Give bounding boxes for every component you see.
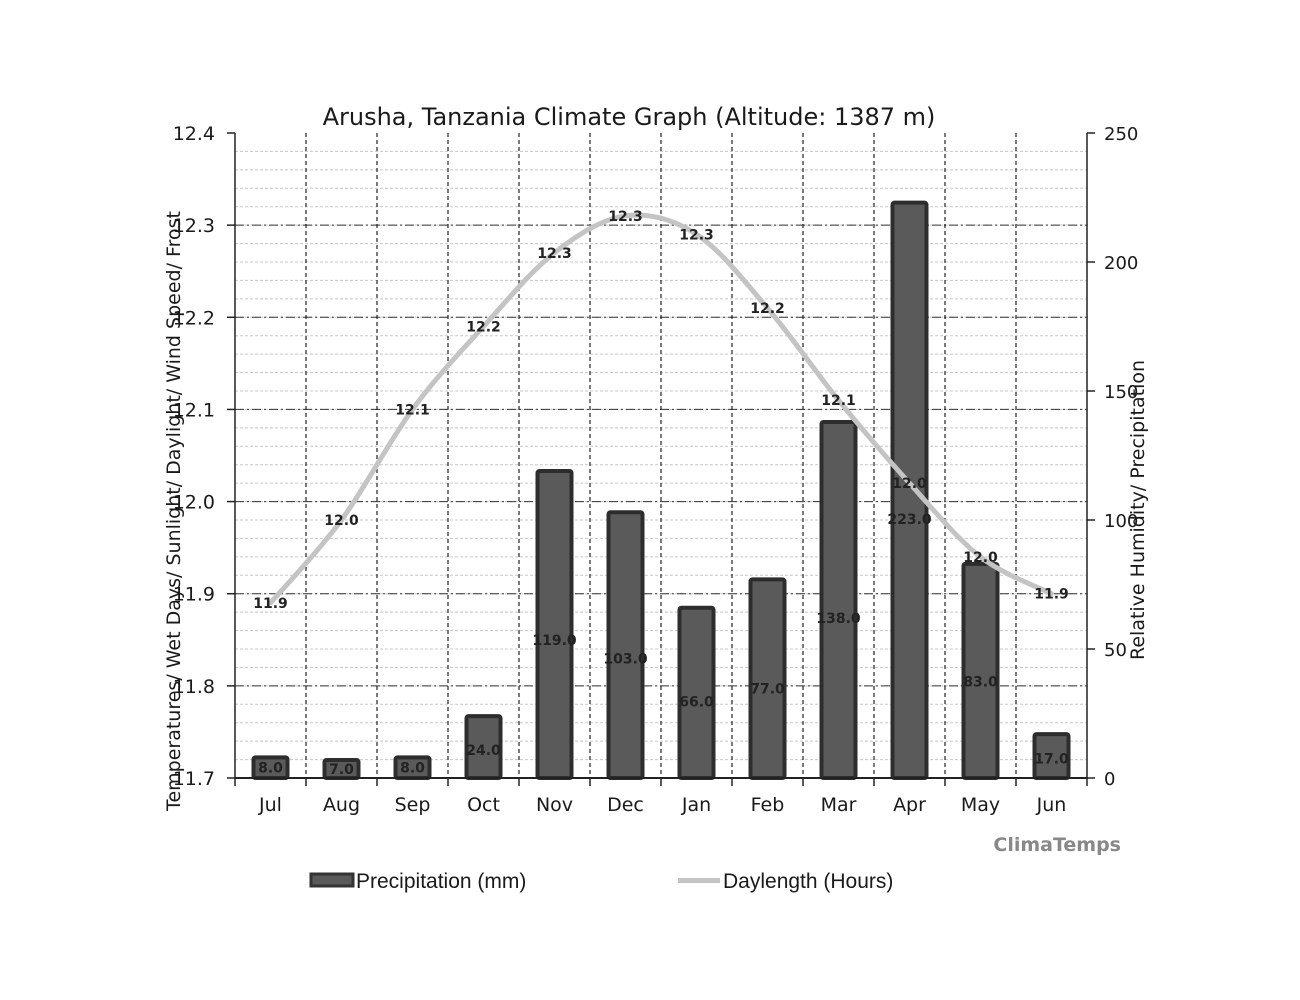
grid-lines	[235, 133, 1087, 778]
bar-value-label: 77.0	[750, 682, 785, 698]
daylength-line	[268, 212, 1054, 606]
x-tick-label: Jul	[258, 794, 282, 816]
x-tick-label: Jun	[1036, 794, 1067, 816]
bar-value-label: 7.0	[329, 762, 354, 778]
line-value-label: 12.2	[466, 320, 501, 336]
bar-mar	[819, 419, 858, 780]
daylength-series-line	[268, 212, 1054, 606]
y-tick-label: 11.9	[173, 584, 215, 606]
line-value-label: 11.9	[253, 596, 288, 612]
bar-may	[961, 561, 1000, 780]
legend-precipitation-swatch	[309, 872, 355, 888]
y-tick-label: 11.8	[173, 676, 215, 698]
line-value-label: 12.0	[963, 550, 998, 566]
x-tick-label: Nov	[536, 794, 573, 816]
line-value-label: 12.3	[608, 209, 643, 225]
line-value-label: 12.1	[395, 402, 430, 418]
data-labels: 8.0 7.0 8.0 24.0 119.0 103.0 66.0 77.0 138.0 223.…	[253, 209, 1069, 778]
y-tick-label: 12.1	[173, 399, 215, 421]
bar-value-label: 17.0	[1034, 751, 1069, 767]
y2-tick-label: 200	[1104, 253, 1138, 274]
x-tick-label: Aug	[323, 794, 360, 816]
line-value-label: 12.2	[750, 301, 785, 317]
axes	[234, 133, 1088, 786]
line-value-label: 12.3	[679, 227, 714, 243]
bar-feb	[748, 577, 787, 781]
bar-value-label: 223.0	[887, 512, 932, 528]
x-tick-label: May	[961, 794, 1000, 816]
bar-value-label: 24.0	[466, 743, 501, 759]
x-tick-label: Sep	[395, 794, 431, 816]
legend-daylength-swatch	[678, 878, 720, 883]
x-tick-label: Dec	[607, 794, 644, 816]
line-value-label: 11.9	[1034, 587, 1069, 603]
y2-tick-label: 150	[1104, 382, 1138, 403]
legend: Precipitation (mm) Daylength (Hours)	[309, 870, 893, 893]
bar-value-label: 119.0	[532, 633, 577, 649]
line-value-label: 12.1	[821, 393, 856, 409]
y-axis-label: Temperatures/ Wet Days/ Sunlight/ Daylig…	[163, 211, 185, 812]
bar-value-label: 138.0	[816, 611, 861, 627]
bar-value-label: 8.0	[258, 761, 283, 777]
x-tick-label: Jan	[681, 794, 711, 816]
chart-title: Arusha, Tanzania Climate Graph (Altitude…	[323, 103, 936, 131]
y-tick-label: 12.4	[173, 123, 215, 145]
line-value-label: 12.0	[324, 513, 359, 529]
legend-precipitation-label: Precipitation (mm)	[356, 870, 526, 893]
x-tick-label: Oct	[467, 794, 500, 816]
line-value-label: 12.3	[537, 246, 572, 262]
y2-axis-label: Relative Humidity/ Precipitation	[1127, 360, 1149, 660]
precipitation-bars	[251, 200, 1071, 781]
bar-dec	[606, 510, 645, 780]
tick-labels: Jul Aug Sep Oct Nov Dec Jan Feb Mar Apr May Jun 11.7…	[173, 123, 1139, 816]
bar-value-label: 8.0	[400, 761, 425, 777]
bar-nov	[535, 468, 574, 780]
bar-value-label: 66.0	[679, 694, 714, 710]
y2-tick-label: 250	[1104, 124, 1138, 145]
climatemps-watermark: ClimaTemps	[993, 834, 1121, 856]
bar-value-label: 83.0	[963, 675, 998, 691]
y-tick-label: 12.2	[173, 307, 215, 329]
x-tick-label: Apr	[893, 794, 926, 816]
bar-value-label: 103.0	[603, 651, 648, 667]
y2-tick-label: 50	[1104, 640, 1127, 661]
y2-tick-label: 0	[1104, 769, 1115, 790]
legend-daylength-label: Daylength (Hours)	[723, 870, 893, 893]
y-tick-label: 11.7	[173, 768, 215, 790]
y-tick-label: 12.3	[173, 215, 215, 237]
line-value-label: 12.0	[892, 476, 927, 492]
x-tick-label: Feb	[751, 794, 785, 816]
y2-tick-label: 100	[1104, 511, 1138, 532]
x-tick-label: Mar	[821, 794, 857, 816]
y-tick-label: 12.0	[173, 492, 215, 514]
bar-jan	[677, 605, 716, 780]
